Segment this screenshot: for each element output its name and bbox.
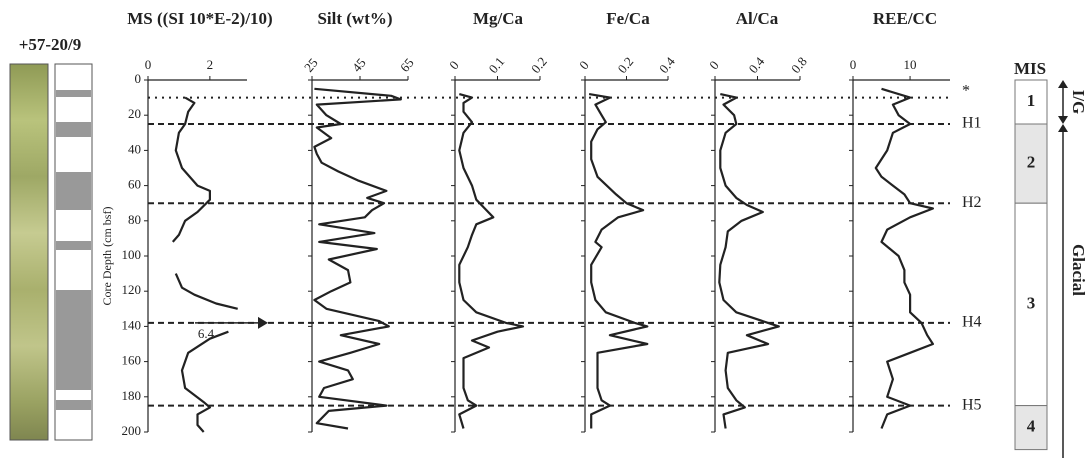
horizon-label: *: [962, 82, 970, 99]
y-tick-label: 120: [122, 282, 142, 297]
y-tick-label: 20: [128, 106, 141, 121]
profile-line: [173, 98, 238, 432]
glacial-label: Glacial: [1069, 244, 1088, 296]
panel-title: Fe/Ca: [606, 9, 650, 28]
panel-title: MS ((SI 10*E-2)/10): [127, 9, 272, 28]
x-tick-label: 45: [349, 55, 369, 75]
x-tick-label: 0: [850, 57, 857, 72]
y-tick-label: 100: [122, 247, 142, 262]
y-tick-label: 200: [122, 423, 142, 438]
x-tick-label: 0.2: [528, 54, 550, 76]
profile-line: [876, 89, 933, 429]
horizon-label: H2: [962, 194, 982, 211]
y-tick-label: 40: [128, 141, 141, 156]
x-tick-label: 0.8: [788, 54, 810, 76]
profile-line: [459, 94, 523, 428]
x-tick-label: 2: [207, 57, 214, 72]
mis-stage-label: 4: [1027, 417, 1036, 436]
x-tick-label: 25: [301, 55, 321, 75]
y-tick-label: 140: [122, 317, 142, 332]
y-axis-label: Core Depth (cm bsf): [100, 207, 114, 306]
y-tick-label: 160: [122, 353, 142, 368]
ig-label: I/G: [1069, 90, 1088, 115]
y-tick-label: 180: [122, 388, 142, 403]
profile-line: [719, 94, 779, 428]
x-tick-label: 0: [706, 58, 722, 73]
horizon-label: H4: [962, 314, 982, 331]
core-photo: [10, 64, 48, 440]
figure: +57-20/9 Core Depth (cm bsf) MS ((SI 10*…: [0, 0, 1088, 458]
mis-stage-label: 3: [1027, 293, 1036, 312]
y-tick-label: 60: [128, 177, 141, 192]
panel-title: Mg/Ca: [473, 9, 524, 28]
horizon-label: H5: [962, 396, 982, 413]
x-tick-label: 65: [397, 55, 417, 75]
annotation-label: 6.4: [198, 326, 215, 341]
mis-title: MIS: [1014, 59, 1046, 78]
panel-title: Al/Ca: [736, 9, 779, 28]
arrow-head: [1058, 124, 1068, 132]
lithology-column: [55, 64, 92, 440]
x-tick-label: 0.4: [745, 54, 767, 76]
core-label: +57-20/9: [19, 35, 82, 54]
panel-title: REE/CC: [873, 9, 937, 28]
x-tick-label: 0.1: [485, 54, 507, 76]
x-tick-label: 10: [904, 57, 917, 72]
mis-stage-label: 1: [1027, 91, 1036, 110]
profile-line: [589, 94, 647, 428]
y-tick-label: 0: [135, 71, 142, 86]
profile-line: [314, 89, 400, 429]
x-tick-label: 0: [576, 58, 592, 73]
panel-title: Silt (wt%): [317, 9, 392, 28]
x-tick-label: 0.4: [656, 54, 678, 76]
x-tick-label: 0: [446, 58, 462, 73]
horizon-label: H1: [962, 115, 982, 132]
x-tick-label: 0.2: [614, 54, 636, 76]
x-tick-label: 0: [145, 57, 152, 72]
y-tick-label: 80: [128, 212, 141, 227]
mis-stage-label: 2: [1027, 153, 1036, 172]
